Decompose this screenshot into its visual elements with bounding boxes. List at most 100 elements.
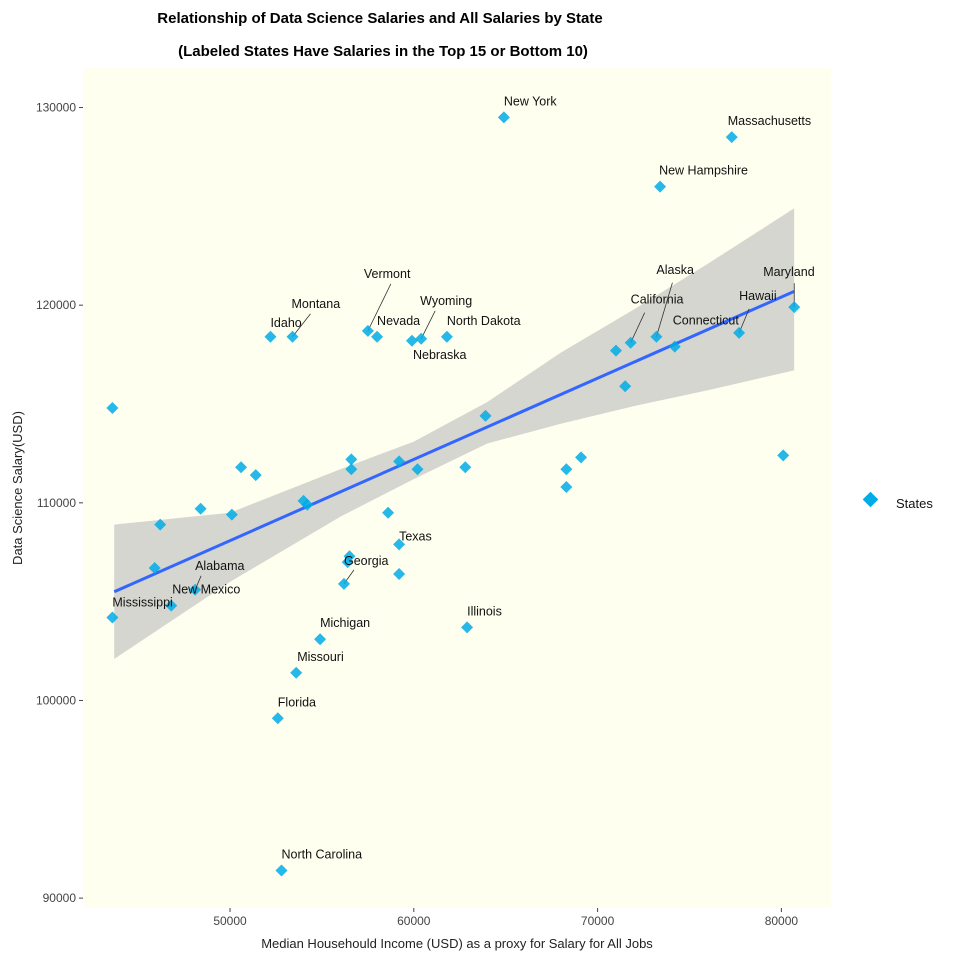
point-27 xyxy=(194,502,207,515)
point-48 xyxy=(619,380,632,393)
y-tick-label-100000: 100000 xyxy=(36,693,76,707)
point-37 xyxy=(341,556,354,569)
label-california: California xyxy=(631,293,684,307)
point-49 xyxy=(777,449,790,462)
point-28 xyxy=(148,562,161,575)
point-alabama xyxy=(189,583,202,596)
y-tick-label-130000: 130000 xyxy=(36,101,76,115)
label-illinois: Illinois xyxy=(467,604,502,618)
legend-label-states: States xyxy=(896,496,933,511)
point-idaho xyxy=(264,330,277,343)
leader-alaska xyxy=(656,282,673,337)
point-44 xyxy=(560,463,573,476)
label-michigan: Michigan xyxy=(320,616,370,630)
x-tick-label-70000: 70000 xyxy=(581,914,615,928)
point-illinois xyxy=(461,621,474,634)
plot-panel xyxy=(83,68,831,908)
confidence-band-layer xyxy=(114,208,795,660)
label-north-dakota: North Dakota xyxy=(447,314,521,328)
point-new-mexico xyxy=(165,599,178,612)
label-montana: Montana xyxy=(292,297,341,311)
label-nevada: Nevada xyxy=(377,314,420,328)
point-florida xyxy=(271,712,284,725)
point-connecticut xyxy=(668,340,681,353)
points-layer xyxy=(106,111,801,877)
point-30 xyxy=(235,461,248,474)
leader-vermont xyxy=(367,283,392,332)
label-new-mexico: New Mexico xyxy=(172,583,240,597)
label-idaho: Idaho xyxy=(270,316,301,330)
point-41 xyxy=(393,567,406,580)
point-31 xyxy=(249,469,262,482)
point-42 xyxy=(459,461,472,474)
point-nebraska xyxy=(405,334,418,347)
y-tick-label-110000: 110000 xyxy=(37,496,76,510)
point-34 xyxy=(345,453,358,466)
point-47 xyxy=(609,344,622,357)
point-35 xyxy=(345,463,358,476)
label-alabama: Alabama xyxy=(195,559,244,573)
label-north-carolina: North Carolina xyxy=(281,847,362,861)
point-26 xyxy=(154,518,167,531)
point-massachusetts xyxy=(725,131,738,144)
leader-california xyxy=(630,312,646,343)
leader-wyoming xyxy=(420,310,436,339)
label-florida: Florida xyxy=(278,695,316,709)
chart-subtitle: (Labeled States Have Salaries in the Top… xyxy=(178,43,588,60)
y-tick-label-120000: 120000 xyxy=(36,298,76,312)
point-california xyxy=(624,336,637,349)
point-new-hampshire xyxy=(654,180,667,193)
point-38 xyxy=(382,506,395,519)
label-alaska: Alaska xyxy=(656,263,694,277)
point-43 xyxy=(479,409,492,422)
point-north-carolina xyxy=(275,864,288,877)
state-labels-layer: New York Massachusetts New Hampshire Maryla… xyxy=(112,94,814,861)
point-new-york xyxy=(497,111,510,124)
trend-line xyxy=(113,289,795,594)
point-montana xyxy=(286,330,299,343)
point-alaska xyxy=(650,330,663,343)
label-georgia: Georgia xyxy=(344,554,389,568)
x-axis-title: Median Househould Income (USD) as a prox… xyxy=(261,936,653,951)
point-29 xyxy=(225,508,238,521)
point-maryland xyxy=(788,301,801,314)
point-39 xyxy=(393,455,406,468)
label-massachusetts: Massachusetts xyxy=(728,114,811,128)
point-45 xyxy=(560,481,573,494)
point-vermont xyxy=(361,324,374,337)
label-maryland: Maryland xyxy=(763,265,814,279)
label-missouri: Missouri xyxy=(297,650,344,664)
point-25 xyxy=(106,401,119,414)
point-missouri xyxy=(290,666,303,679)
label-wyoming: Wyoming xyxy=(420,294,472,308)
label-texas: Texas xyxy=(399,529,432,543)
label-new-york: New York xyxy=(504,94,558,108)
label-new-hampshire: New Hampshire xyxy=(659,164,748,178)
point-40 xyxy=(411,463,424,476)
leader-montana xyxy=(292,313,311,338)
point-georgia xyxy=(337,577,350,590)
chart-title: Relationship of Data Science Salaries an… xyxy=(157,10,602,27)
legend: States xyxy=(862,491,933,511)
x-tick-label-50000: 50000 xyxy=(213,914,247,928)
label-mississippi: Mississippi xyxy=(112,595,172,609)
x-tick-label-60000: 60000 xyxy=(397,914,431,928)
point-mississippi xyxy=(106,611,119,624)
y-tick-label-90000: 90000 xyxy=(43,891,77,905)
point-46 xyxy=(575,451,588,464)
trend-line-layer xyxy=(113,289,795,594)
label-nebraska: Nebraska xyxy=(413,348,467,362)
point-texas xyxy=(393,538,406,551)
label-vermont: Vermont xyxy=(364,267,411,281)
point-north-dakota xyxy=(440,330,453,343)
point-nevada xyxy=(371,330,384,343)
label-connecticut: Connecticut xyxy=(673,314,740,328)
y-axis-title: Data Science Salary(USD) xyxy=(10,411,25,565)
point-michigan xyxy=(314,633,327,646)
point-wyoming xyxy=(415,332,428,345)
x-tick-label-80000: 80000 xyxy=(765,914,799,928)
y-axis: 90000 100000 110000 120000 130000 xyxy=(36,101,83,905)
label-hawaii: Hawaii xyxy=(739,289,777,303)
point-33 xyxy=(301,498,314,511)
